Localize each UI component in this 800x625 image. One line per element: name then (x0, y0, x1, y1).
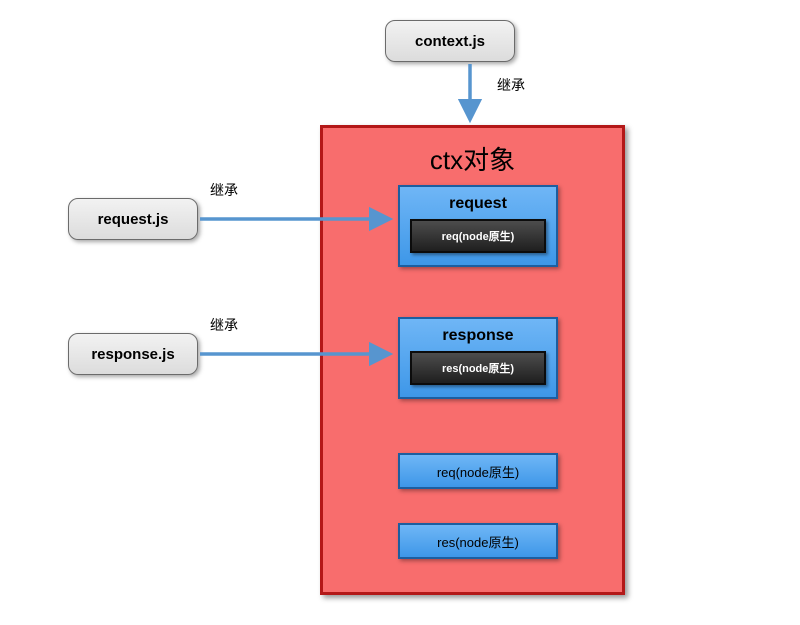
edge-label-response: 继承 (210, 315, 238, 335)
edge-label-request: 继承 (210, 180, 238, 200)
req-plain-box: req(node原生) (398, 453, 558, 489)
response-box-title: response (400, 319, 556, 351)
node-response-js: response.js (68, 333, 198, 375)
req-plain-label: req(node原生) (437, 462, 519, 481)
node-request-js: request.js (68, 198, 198, 240)
node-label: request.js (98, 211, 169, 228)
node-label: context.js (415, 33, 485, 50)
request-inner-req: req(node原生) (410, 219, 546, 253)
res-plain-box: res(node原生) (398, 523, 558, 559)
ctx-title: ctx对象 (323, 140, 622, 177)
ctx-container: ctx对象 request req(node原生) response res(n… (320, 125, 625, 595)
response-inner-res: res(node原生) (410, 351, 546, 385)
response-box: response res(node原生) (398, 317, 558, 399)
node-label: response.js (91, 346, 174, 363)
node-context-js: context.js (385, 20, 515, 62)
edge-label-context: 继承 (497, 75, 525, 95)
request-box-title: request (400, 187, 556, 219)
request-box: request req(node原生) (398, 185, 558, 267)
res-plain-label: res(node原生) (437, 532, 519, 551)
